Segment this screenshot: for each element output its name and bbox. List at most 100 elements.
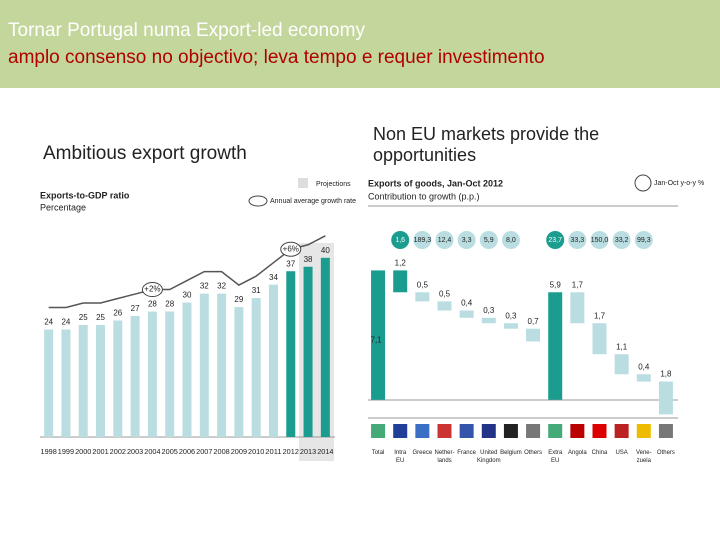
data-label: 24	[61, 318, 70, 327]
flag	[658, 424, 673, 438]
x-tick-label: Belgium	[500, 450, 522, 456]
flag	[614, 424, 629, 438]
annotation-circle	[141, 282, 163, 298]
x-tick-label: 2012	[283, 449, 299, 456]
data-label: 1,8	[660, 370, 672, 379]
x-tick-label: Others	[524, 450, 542, 456]
bar	[393, 270, 408, 293]
bar	[78, 325, 88, 437]
x-tick-label: Angola	[568, 450, 587, 456]
x-tick-label: United Kingdom	[477, 450, 501, 464]
bar	[268, 284, 278, 437]
data-label: 7,1	[371, 336, 383, 345]
data-label: 1,1	[616, 342, 628, 351]
bar	[217, 293, 227, 437]
bar	[44, 329, 54, 437]
data-label: 0,4	[461, 299, 473, 308]
data-label: 0,5	[439, 289, 451, 298]
x-tick-label: France	[457, 450, 476, 456]
yoy-label: 1,6	[395, 237, 405, 244]
legend-label: Annual average growth rate	[270, 198, 356, 205]
data-label: 26	[113, 309, 122, 318]
data-label: 0,7	[528, 317, 540, 326]
x-tick-label: 2014	[317, 449, 333, 456]
x-tick-label: 2004	[144, 449, 160, 456]
panel-heading: Ambitious export growth	[43, 143, 247, 164]
flag	[570, 424, 585, 438]
annotation: +2%	[144, 285, 160, 294]
bar	[199, 293, 209, 437]
flag	[481, 424, 496, 438]
yoy-marker	[634, 231, 653, 249]
bar	[658, 381, 673, 415]
x-tick-label: 1998	[41, 449, 57, 456]
x-tick-label: 2011	[265, 449, 281, 456]
data-label: 0,4	[638, 362, 650, 371]
bar	[303, 266, 313, 437]
bar	[548, 292, 563, 400]
data-label: 28	[148, 300, 157, 309]
data-label: 24	[44, 318, 53, 327]
data-label: 38	[304, 255, 313, 264]
x-tick-label: China	[592, 450, 608, 456]
x-tick-label: Greece	[413, 450, 433, 456]
data-label: 1,7	[594, 311, 606, 320]
yoy-marker	[435, 231, 454, 249]
yoy-marker	[568, 231, 587, 249]
legend-swatch	[248, 195, 268, 207]
x-tick-label: 2003	[127, 449, 143, 456]
data-label: 32	[217, 282, 226, 291]
bar	[592, 323, 607, 355]
x-tick-label: 2002	[110, 449, 126, 456]
x-tick-label: 2008	[213, 449, 229, 456]
bar	[570, 292, 585, 324]
bar	[415, 292, 430, 302]
yoy-marker	[612, 231, 631, 249]
bar	[113, 320, 123, 437]
legend-label: Projections	[316, 181, 351, 188]
chart-title: Exports of goods, Jan-Oct 2012	[368, 178, 503, 188]
data-label: 0,5	[417, 280, 429, 289]
data-label: 30	[183, 291, 192, 300]
x-tick-label: 1999	[58, 449, 74, 456]
flag	[526, 424, 541, 438]
header-band	[0, 0, 720, 88]
data-label: 40	[321, 246, 330, 255]
data-label: 0,3	[505, 311, 517, 320]
annotation: +6%	[283, 244, 299, 253]
yoy-marker	[413, 231, 432, 249]
data-label: 25	[79, 313, 88, 322]
x-tick-label: Nether-lands	[434, 450, 454, 464]
x-tick-label: 2007	[196, 449, 212, 456]
yoy-label: 3,3	[462, 237, 472, 244]
bar	[234, 307, 244, 437]
data-label: 0,3	[483, 306, 495, 315]
bar	[481, 317, 496, 324]
yoy-label: 5,9	[484, 237, 494, 244]
yoy-label: 12,4	[438, 237, 452, 244]
x-tick-label: Others	[657, 450, 675, 456]
x-tick-label: 2010	[248, 449, 264, 456]
x-tick-label: Total	[372, 450, 385, 456]
x-tick-label: 2001	[92, 449, 108, 456]
yoy-label: 150,0	[591, 237, 609, 244]
x-tick-label: 2006	[179, 449, 195, 456]
x-tick-label: 2005	[162, 449, 178, 456]
data-label: 32	[200, 282, 209, 291]
yoy-label: 33,3	[571, 237, 585, 244]
flag	[636, 424, 651, 438]
bar	[526, 328, 541, 342]
flag	[437, 424, 452, 438]
slide-subtitle: amplo consenso no objectivo; leva tempo …	[8, 47, 545, 68]
trend-line	[48, 235, 326, 309]
data-label: 28	[165, 300, 174, 309]
flag	[393, 424, 408, 438]
bar	[251, 298, 261, 437]
flag	[415, 424, 430, 438]
x-tick-label: 2009	[231, 449, 247, 456]
data-label: 37	[286, 259, 295, 268]
bar	[286, 271, 296, 437]
flag	[459, 424, 474, 438]
x-tick-label: USA	[615, 450, 627, 456]
data-label: 27	[131, 304, 140, 313]
